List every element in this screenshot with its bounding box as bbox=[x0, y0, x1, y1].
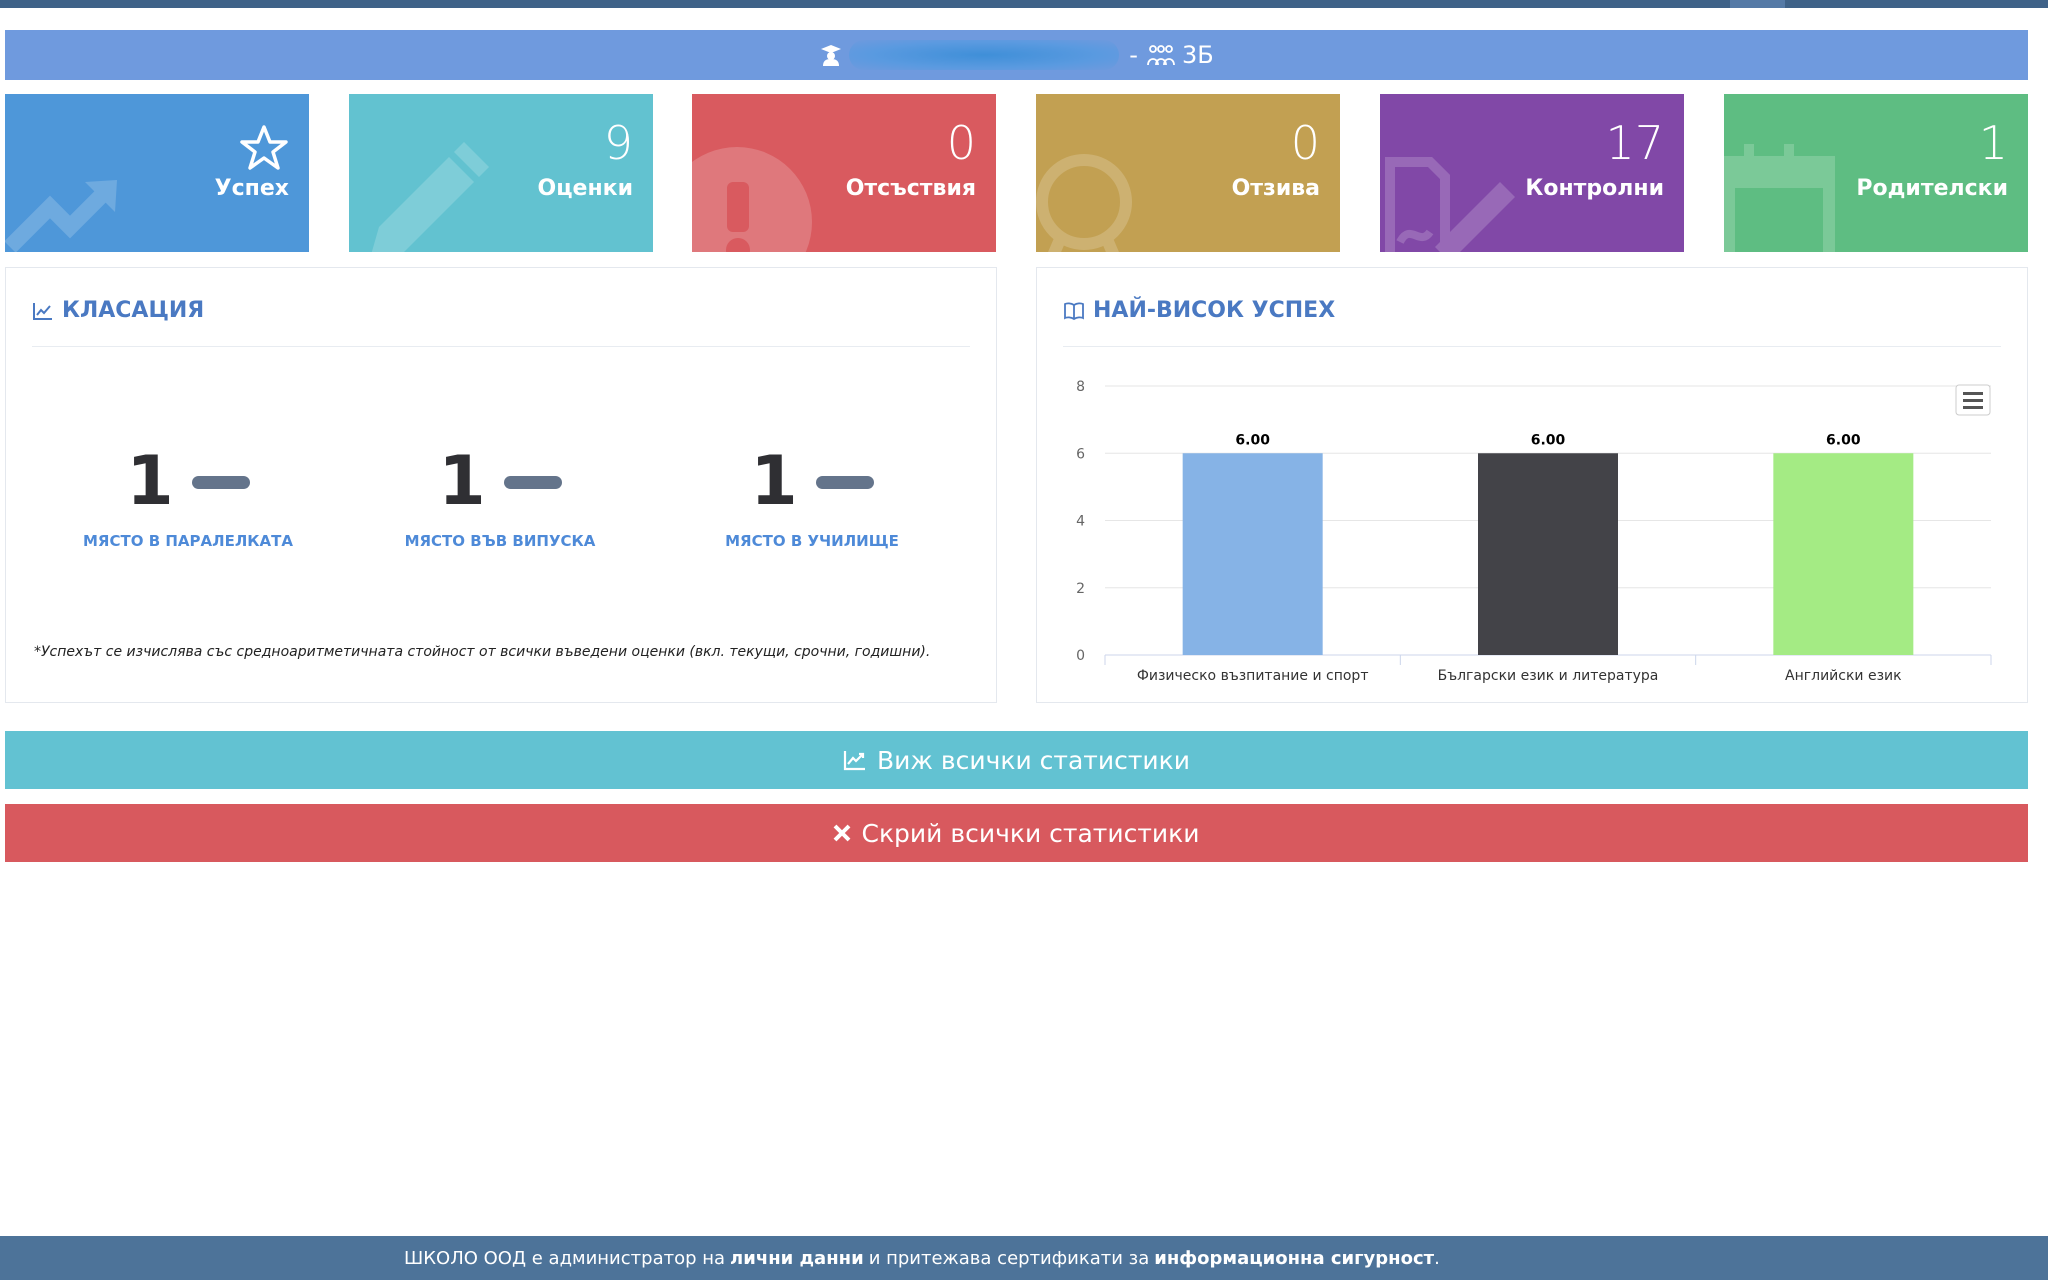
close-icon bbox=[834, 824, 851, 842]
footer-info-security-link[interactable]: информационна сигурност bbox=[1154, 1247, 1435, 1269]
book-icon bbox=[1064, 301, 1084, 320]
footer-text-3: . bbox=[1434, 1247, 1440, 1269]
class-name: 3Б bbox=[1181, 41, 1214, 69]
tile-reviews[interactable]: 0 Отзива bbox=[1036, 94, 1340, 252]
trending-up-icon bbox=[5, 180, 117, 252]
tile-absences[interactable]: 0 Отсъствия bbox=[692, 94, 996, 252]
hamburger-icon bbox=[1963, 399, 1983, 402]
line-chart-icon bbox=[843, 751, 865, 771]
ranking-note: *Успехът се изчислява със средноаритмети… bbox=[34, 644, 931, 660]
pencil-icon bbox=[371, 142, 489, 252]
file-edit-icon bbox=[1385, 157, 1515, 252]
rank-class-value: 1 bbox=[126, 442, 174, 521]
chart-x-tick-label: Английски език bbox=[1785, 668, 1902, 684]
chart-y-tick-label: 8 bbox=[1076, 379, 1085, 395]
ranking-title-text: КЛАСАЦИЯ bbox=[62, 298, 205, 323]
tile-success[interactable]: Успех bbox=[5, 94, 309, 252]
footer-personal-data-link[interactable]: лични данни bbox=[730, 1247, 864, 1269]
chart-x-tick-label: Български език и литература bbox=[1438, 668, 1659, 684]
tile-reviews-label: Отзива bbox=[1231, 176, 1320, 201]
rank-class-trend-icon bbox=[191, 475, 250, 489]
exclamation-icon bbox=[692, 147, 812, 252]
ranking-title: КЛАСАЦИЯ bbox=[32, 298, 204, 323]
tile-grades-label: Оценки bbox=[537, 176, 633, 201]
student-icon bbox=[821, 45, 842, 66]
tile-tests[interactable]: 17 Контролни bbox=[1380, 94, 1684, 252]
view-all-stats-label: Виж всички статистики bbox=[876, 745, 1190, 775]
student-bar-separator: - bbox=[1129, 41, 1138, 69]
chart-bar bbox=[1773, 453, 1914, 655]
tile-grades[interactable]: 9 Оценки bbox=[349, 94, 653, 252]
chart-bar bbox=[1182, 453, 1323, 655]
rank-year-trend-icon bbox=[503, 475, 562, 489]
line-chart-icon bbox=[33, 302, 52, 320]
hamburger-icon bbox=[1963, 392, 1983, 395]
chart-y-tick-label: 4 bbox=[1076, 514, 1085, 530]
rank-year-value: 1 bbox=[438, 442, 486, 521]
student-info-bar: - 3Б bbox=[5, 30, 2028, 80]
top-success-divider bbox=[1063, 346, 2001, 347]
tile-absences-label: Отсъствия bbox=[845, 176, 976, 201]
chart-bar bbox=[1478, 453, 1618, 655]
calendar-icon bbox=[1724, 144, 1835, 252]
student-name-redacted bbox=[849, 40, 1120, 70]
tile-parent-meetings-label: Родителски bbox=[1856, 176, 2008, 201]
class-group-icon bbox=[1147, 45, 1175, 66]
view-all-stats-button[interactable]: Виж всички статистики bbox=[5, 731, 2028, 789]
footer: ШКОЛО ООД е администратор на лични данни… bbox=[0, 1236, 2048, 1280]
tile-reviews-count: 0 bbox=[1290, 116, 1320, 170]
chart-y-tick-label: 6 bbox=[1076, 446, 1085, 462]
hide-all-stats-button[interactable]: Скрий всички статистики bbox=[5, 804, 2028, 862]
chart-data-label: 6.00 bbox=[1235, 432, 1270, 448]
footer-text-2: и притежава сертификати за bbox=[868, 1247, 1150, 1269]
rank-school-trend-icon bbox=[815, 475, 874, 489]
top-success-title-text: НАЙ-ВИСОК УСПЕХ bbox=[1093, 298, 1336, 323]
star-icon bbox=[240, 125, 288, 170]
top-navbar bbox=[0, 0, 2048, 8]
chart-y-tick-label: 0 bbox=[1076, 648, 1085, 664]
rank-year-label: МЯСТО ВЪВ ВИПУСКА bbox=[404, 532, 596, 550]
chart-data-label: 6.00 bbox=[1826, 432, 1861, 448]
top-success-title: НАЙ-ВИСОК УСПЕХ bbox=[1063, 298, 1335, 323]
chart-menu-button[interactable] bbox=[1955, 384, 1991, 416]
top-success-panel: НАЙ-ВИСОК УСПЕХ 0 2 4 6 8 6.00 Физическо възпи… bbox=[1036, 267, 2028, 703]
footer-text-1: ШКОЛО ООД е администратор на bbox=[404, 1247, 726, 1269]
tile-success-label: Успех bbox=[214, 176, 289, 201]
chart-data-label: 6.00 bbox=[1531, 432, 1566, 448]
rank-school-label: МЯСТО В УЧИЛИЩЕ bbox=[725, 532, 899, 550]
ranking-divider bbox=[32, 346, 970, 347]
tile-absences-count: 0 bbox=[946, 116, 976, 170]
ranking-panel: КЛАСАЦИЯ 1 МЯСТО В ПАРАЛЕЛКАТА 1 МЯСТО В… bbox=[5, 267, 997, 703]
tile-grades-count: 9 bbox=[603, 116, 633, 170]
rank-school: 1 МЯСТО В УЧИЛИЩЕ bbox=[702, 442, 922, 551]
tile-parent-meetings-count: 1 bbox=[1978, 116, 2008, 170]
rank-year: 1 МЯСТО ВЪВ ВИПУСКА bbox=[390, 442, 610, 551]
chart-x-tick-label: Физическо възпитание и спорт bbox=[1137, 668, 1369, 684]
active-nav-tab[interactable] bbox=[1730, 0, 1785, 8]
tile-tests-count: 17 bbox=[1605, 116, 1664, 170]
top-success-chart: 0 2 4 6 8 6.00 Физическо възпитание и спорт 6.0… bbox=[1076, 379, 1992, 684]
hide-all-stats-label: Скрий всички статистики bbox=[861, 818, 1200, 848]
rank-class-label: МЯСТО В ПАРАЛЕЛКАТА bbox=[83, 532, 293, 550]
award-icon bbox=[1036, 154, 1132, 252]
tile-tests-label: Контролни bbox=[1525, 176, 1664, 201]
rank-class: 1 МЯСТО В ПАРАЛЕЛКАТА bbox=[78, 442, 298, 551]
hamburger-icon bbox=[1963, 406, 1983, 409]
rank-school-value: 1 bbox=[750, 442, 798, 521]
tile-parent-meetings[interactable]: 1 Родителски bbox=[1724, 94, 2028, 252]
chart-y-tick-label: 2 bbox=[1076, 581, 1085, 597]
